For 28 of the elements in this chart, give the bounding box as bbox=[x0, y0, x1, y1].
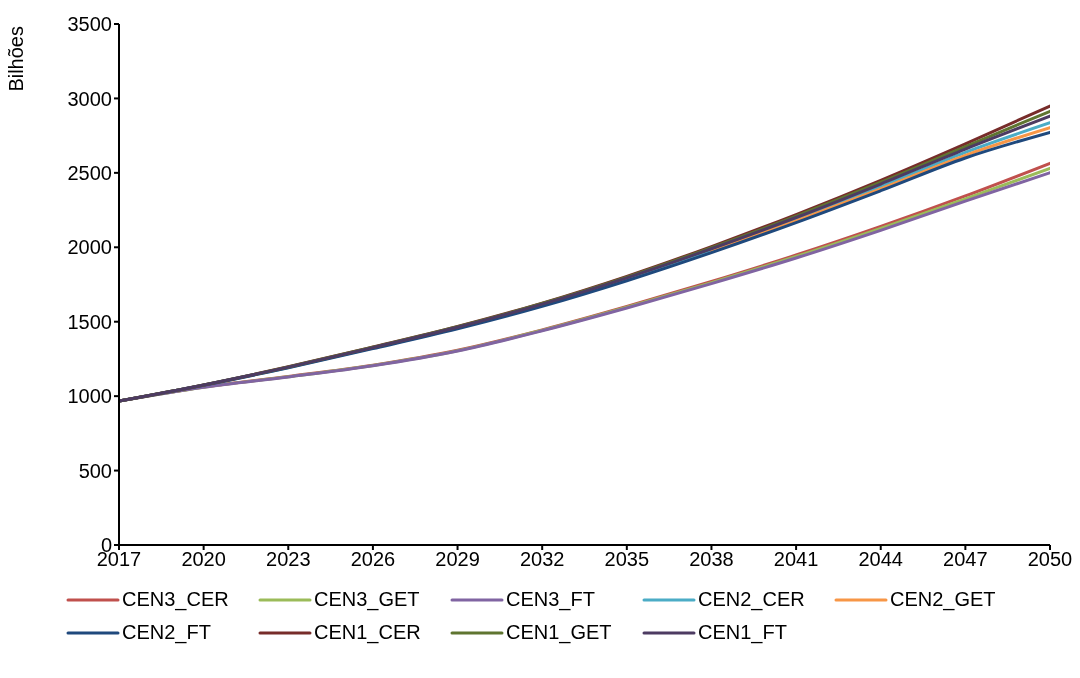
y-tick-label: 1500 bbox=[67, 310, 112, 333]
x-tick-label: 2026 bbox=[350, 548, 396, 571]
y-tick-label: 2000 bbox=[67, 236, 112, 259]
legend-label: CEN2_FT bbox=[122, 621, 211, 644]
y-tick-label: 500 bbox=[78, 459, 112, 482]
y-axis-title: Bilhões bbox=[5, 26, 27, 92]
x-tick-label: 2044 bbox=[858, 548, 903, 571]
x-tick-label: 2029 bbox=[435, 548, 480, 571]
x-tick-label: 2023 bbox=[266, 548, 311, 571]
legend-label: CEN3_FT bbox=[506, 588, 595, 611]
legend-label: CEN1_FT bbox=[698, 621, 787, 644]
legend-label: CEN3_GET bbox=[314, 588, 420, 611]
x-tick-label: 2032 bbox=[519, 548, 565, 571]
x-tick-label: 2020 bbox=[181, 548, 226, 571]
y-tick-label: 1000 bbox=[67, 385, 112, 408]
legend-label: CEN2_GET bbox=[890, 588, 996, 611]
legend-label: CEN2_CER bbox=[698, 588, 805, 611]
x-tick-label: 2047 bbox=[943, 548, 988, 571]
y-tick-label: 3500 bbox=[67, 13, 112, 36]
legend-label: CEN1_GET bbox=[506, 621, 612, 644]
legend-label: CEN1_CER bbox=[314, 621, 421, 644]
x-tick-label: 2038 bbox=[689, 548, 734, 571]
y-tick-label: 3000 bbox=[67, 87, 112, 110]
x-tick-label: 2041 bbox=[773, 548, 819, 571]
x-tick-label: 2035 bbox=[604, 548, 650, 571]
legend-label: CEN3_CER bbox=[122, 588, 229, 611]
y-tick-label: 2500 bbox=[67, 161, 112, 184]
x-tick-label: 2050 bbox=[1027, 548, 1073, 571]
